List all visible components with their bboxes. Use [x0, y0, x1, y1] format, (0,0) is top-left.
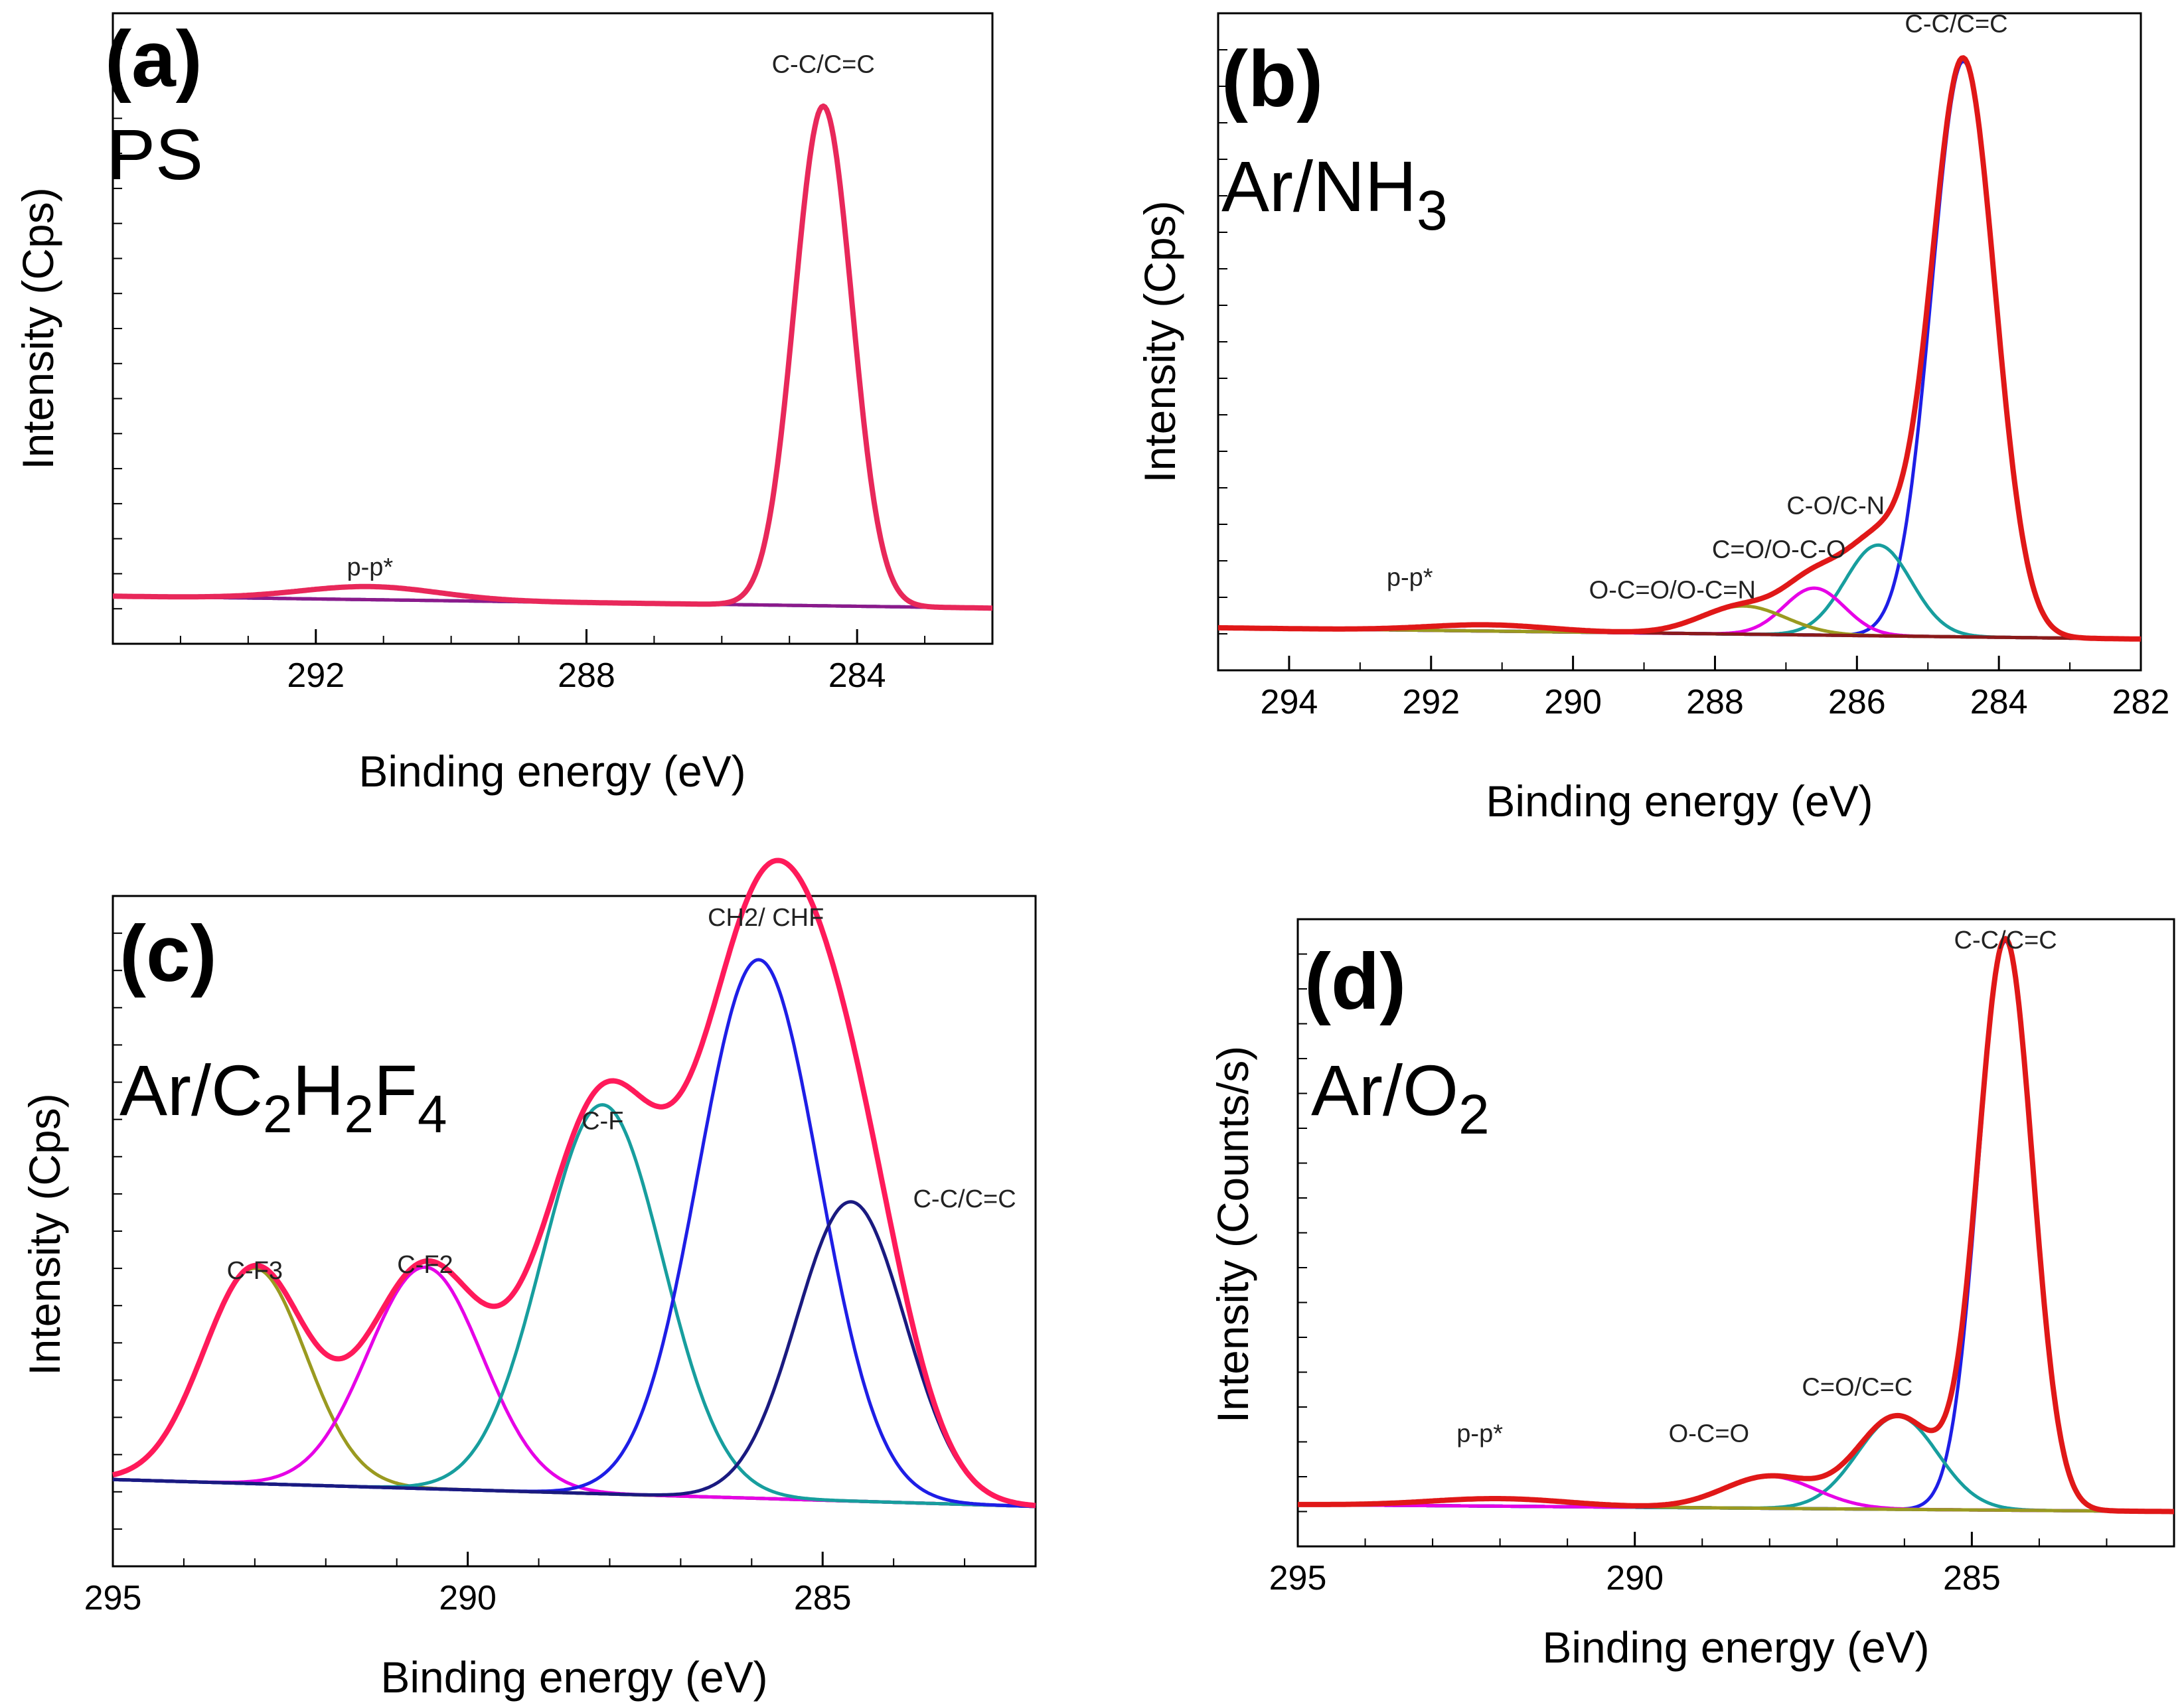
x-tick-label-a-1: 288 — [558, 656, 615, 695]
x-axis-title-c: Binding energy (eV) — [380, 1653, 767, 1702]
peak-label-b-1: C-O/C-N — [1786, 492, 1885, 520]
peak-label-a-1: p-p* — [347, 554, 393, 581]
sample-name-a: PS — [108, 114, 203, 194]
envelope-d — [1296, 936, 2175, 1515]
curves-d — [1296, 936, 2175, 1515]
peak-label-d-1: C=O/C=C — [1802, 1374, 1912, 1402]
x-tick-label-a-2: 284 — [828, 656, 886, 695]
peak-label-b-2: C=O/O-C-O — [1712, 536, 1846, 563]
y-axis-title-b: Intensity (Cps) — [1135, 200, 1184, 482]
plot-frame-d — [1296, 918, 2175, 1548]
x-tick-label-b-2: 290 — [1544, 683, 1602, 721]
peak-labels-c: C-F3 C-F2 C-F CH2/ CHF C-C/C=C — [227, 904, 1016, 1285]
peak-label-c-3: CH2/ CHF — [708, 904, 824, 932]
x-tick-label-c-0: 295 — [84, 1579, 142, 1617]
panel-letter-c: (c) — [119, 909, 217, 998]
y-axis-title-d: Intensity (Counts/s) — [1208, 1046, 1257, 1424]
peak-labels-d: C-C/C=C C=O/C=C O-C=O p-p* — [1456, 927, 2057, 1448]
peak-label-b-3: O-C=O/O-C=N — [1589, 577, 1756, 605]
peak-label-a-0: C-C/C=C — [772, 51, 875, 79]
curves-a — [112, 103, 994, 611]
x-tick-label-a-0: 292 — [287, 656, 345, 695]
x-tick-label-b-3: 288 — [1686, 683, 1744, 721]
x-axis-title-a: Binding energy (eV) — [358, 747, 745, 796]
y-axis-title-c: Intensity (Cps) — [20, 1093, 69, 1375]
panel-d: 295 290 285 C-C/C=C C=O/C=C O-C=O p-p* (d) Ar… — [1208, 918, 2175, 1672]
x-axis-title-b: Binding energy (eV) — [1486, 777, 1873, 826]
peak-label-c-0: C-F3 — [227, 1257, 283, 1285]
peak-labels-a: C-C/C=C p-p* — [347, 51, 874, 581]
peak-label-c-1: C-F2 — [397, 1251, 453, 1279]
x-tick-label-c-1: 290 — [439, 1579, 497, 1617]
ticks-b: 294 292 290 288 286 284 282 — [1217, 49, 2170, 721]
peak-label-c-2: C-F — [582, 1108, 623, 1136]
x-tick-label-d-2: 285 — [1943, 1559, 2001, 1597]
sample-name-d: Ar/O2 — [1311, 1050, 1490, 1146]
x-tick-label-b-4: 286 — [1828, 683, 1886, 721]
panel-c: 295 290 285 C-F3 C-F2 C-F CH2/ CHF C-C/C=C (c)… — [20, 857, 1037, 1702]
x-tick-label-b-6: 282 — [2112, 683, 2170, 721]
envelope-b — [1217, 55, 2142, 642]
x-tick-label-d-1: 290 — [1606, 1559, 1664, 1597]
peak-label-b-0: C-C/C=C — [1905, 10, 2007, 38]
ticks-d: 295 290 285 — [1269, 953, 2175, 1597]
panel-b: 294 292 290 288 286 284 282 C-C/C=C C-O/C-N C=O/… — [1135, 10, 2169, 826]
y-axis-title-a: Intensity (Cps) — [13, 187, 62, 469]
component-c-1 — [112, 1265, 1036, 1509]
x-axis-title-d: Binding energy (eV) — [1542, 1623, 1929, 1672]
panel-a: 292 288 284 C-C/C=C p-p* (a) PS Binding ene… — [13, 12, 994, 796]
envelope-c — [112, 857, 1037, 1509]
component-c-2 — [112, 1103, 1036, 1509]
x-tick-label-b-0: 294 — [1261, 683, 1318, 721]
ticks-a: 292 288 284 — [112, 47, 993, 695]
panel-letter-a: (a) — [105, 15, 202, 104]
component-a-0 — [113, 104, 992, 610]
peak-labels-b: C-C/C=C C-O/C-N C=O/O-C-O O-C=O/O-C=N p-p* — [1387, 10, 2008, 604]
plot-frame-a — [112, 12, 994, 645]
x-tick-label-d-0: 295 — [1269, 1559, 1327, 1597]
envelope-a — [112, 103, 994, 611]
panel-letter-d: (d) — [1304, 937, 1406, 1026]
peak-label-d-2: O-C=O — [1669, 1420, 1749, 1448]
x-tick-label-b-1: 292 — [1402, 683, 1460, 721]
component-c-0 — [112, 1266, 1036, 1509]
component-c-4 — [112, 1200, 1036, 1507]
x-tick-label-c-2: 285 — [794, 1579, 852, 1617]
sample-name-c: Ar/C2H2F4 — [119, 1050, 447, 1144]
curves-b — [1217, 55, 2142, 642]
panel-letter-b: (b) — [1221, 35, 1323, 123]
peak-label-d-3: p-p* — [1456, 1420, 1503, 1448]
curves-c — [112, 857, 1037, 1509]
peak-label-c-4: C-C/C=C — [913, 1185, 1016, 1213]
peak-label-d-0: C-C/C=C — [1954, 927, 2057, 954]
x-tick-label-b-5: 284 — [1970, 683, 2028, 721]
sample-name-b: Ar/NH3 — [1221, 146, 1448, 242]
ticks-c: 295 290 285 — [84, 932, 1036, 1617]
peak-label-b-4: p-p* — [1387, 564, 1433, 592]
component-c-3 — [112, 958, 1036, 1509]
